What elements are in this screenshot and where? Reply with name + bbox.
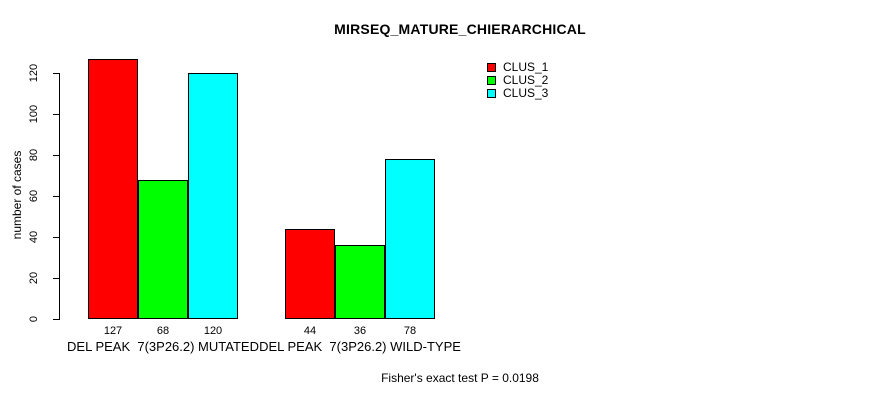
legend-swatch-clus_1 <box>487 63 496 72</box>
bar-clus_1 <box>285 229 335 319</box>
y-axis-tick <box>53 155 59 156</box>
y-axis-title: number of cases <box>10 150 24 240</box>
bar-clus_2 <box>335 245 385 319</box>
bar-value-label: 127 <box>103 325 123 337</box>
legend-label: CLUS_2 <box>503 73 549 87</box>
bar-clus_2 <box>138 180 188 319</box>
bar-clus_1 <box>88 59 138 319</box>
y-axis-tick-label: 60 <box>28 189 40 203</box>
y-axis-tick <box>53 278 59 279</box>
legend-item: CLUS_3 <box>487 87 548 100</box>
y-axis-tick-label: 120 <box>28 63 40 83</box>
bar-value-label: 44 <box>303 325 317 337</box>
bar-value-label: 36 <box>353 325 367 337</box>
legend: CLUS_1 CLUS_2 CLUS_3 <box>487 61 548 100</box>
chart-title: MIRSEQ_MATURE_CHIERARCHICAL <box>334 21 586 37</box>
legend-swatch-clus_3 <box>487 89 496 98</box>
legend-label: CLUS_3 <box>503 86 549 100</box>
y-axis-tick-label: 0 <box>28 315 40 323</box>
stat-test-annotation: Fisher's exact test P = 0.0198 <box>381 371 539 385</box>
bar-clus_3 <box>188 73 238 319</box>
y-axis-tick-label: 40 <box>28 230 40 244</box>
y-axis-tick-label: 80 <box>28 148 40 162</box>
x-axis-group-label: DEL PEAK 7(3P26.2) MUTATED <box>67 339 259 354</box>
y-axis-tick <box>53 319 59 320</box>
bar-value-label: 120 <box>203 325 223 337</box>
y-axis-tick <box>53 237 59 238</box>
y-axis-tick <box>53 73 59 74</box>
x-axis-group-label: DEL PEAK 7(3P26.2) WILD-TYPE <box>259 339 461 354</box>
bar-clus_3 <box>385 159 435 319</box>
legend-item: CLUS_2 <box>487 74 548 87</box>
legend-item: CLUS_1 <box>487 61 548 74</box>
y-axis-line <box>59 73 60 320</box>
y-axis-tick-label: 20 <box>28 271 40 285</box>
y-axis-tick-label: 100 <box>28 104 40 124</box>
bar-value-label: 78 <box>403 325 417 337</box>
bar-value-label: 68 <box>156 325 170 337</box>
y-axis-tick <box>53 196 59 197</box>
y-axis-tick <box>53 114 59 115</box>
legend-swatch-clus_2 <box>487 76 496 85</box>
legend-label: CLUS_1 <box>503 60 549 74</box>
